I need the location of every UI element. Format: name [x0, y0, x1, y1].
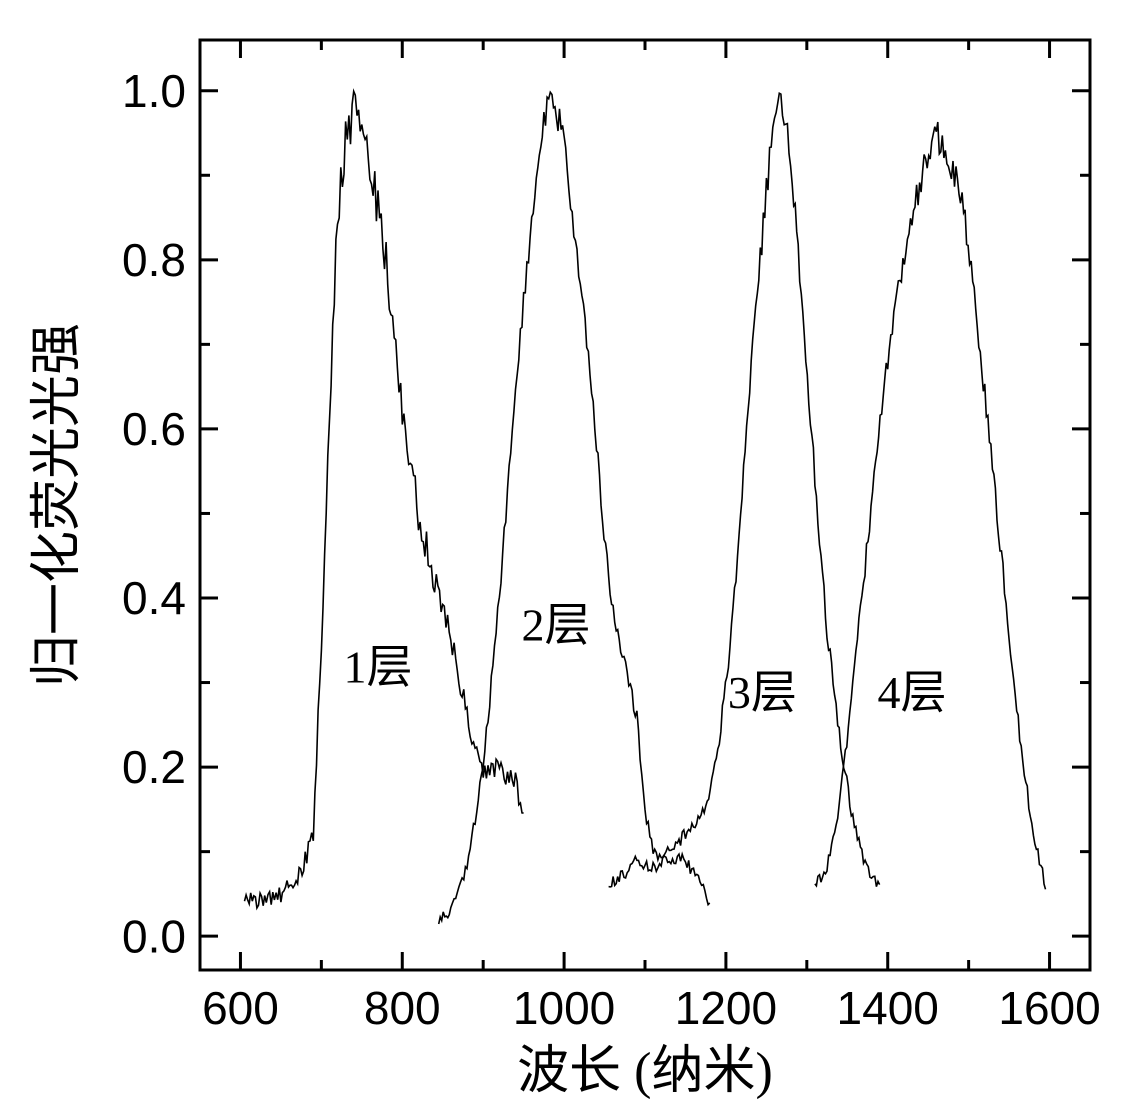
y-tick-label: 0.2 [122, 741, 186, 793]
series-label: 1层 [344, 642, 413, 693]
y-axis-label: 归一化荧光光强 [29, 323, 86, 687]
x-tick-label: 1200 [675, 982, 777, 1034]
y-tick-label: 0.0 [122, 910, 186, 962]
y-tick-label: 0.4 [122, 572, 186, 624]
series-label: 4层 [878, 667, 947, 718]
x-axis-label: 波长 (纳米) [517, 1043, 773, 1100]
y-tick-label: 0.8 [122, 234, 186, 286]
series-label: 3层 [728, 667, 797, 718]
x-tick-label: 600 [202, 982, 279, 1034]
series-label: 2层 [522, 599, 591, 650]
x-tick-label: 1600 [998, 982, 1100, 1034]
spectra-chart: 600 800 1000 1200 1400 1600 0.0 0.2 0.4 0.6 0.8 1.0… [0, 0, 1123, 1115]
y-tick-label: 1.0 [122, 65, 186, 117]
x-tick-label: 1400 [837, 982, 939, 1034]
y-tick-label: 0.6 [122, 403, 186, 455]
x-tick-label: 800 [364, 982, 441, 1034]
chart-container: 600 800 1000 1200 1400 1600 0.0 0.2 0.4 0.6 0.8 1.0… [0, 0, 1123, 1115]
x-tick-label: 1000 [513, 982, 615, 1034]
